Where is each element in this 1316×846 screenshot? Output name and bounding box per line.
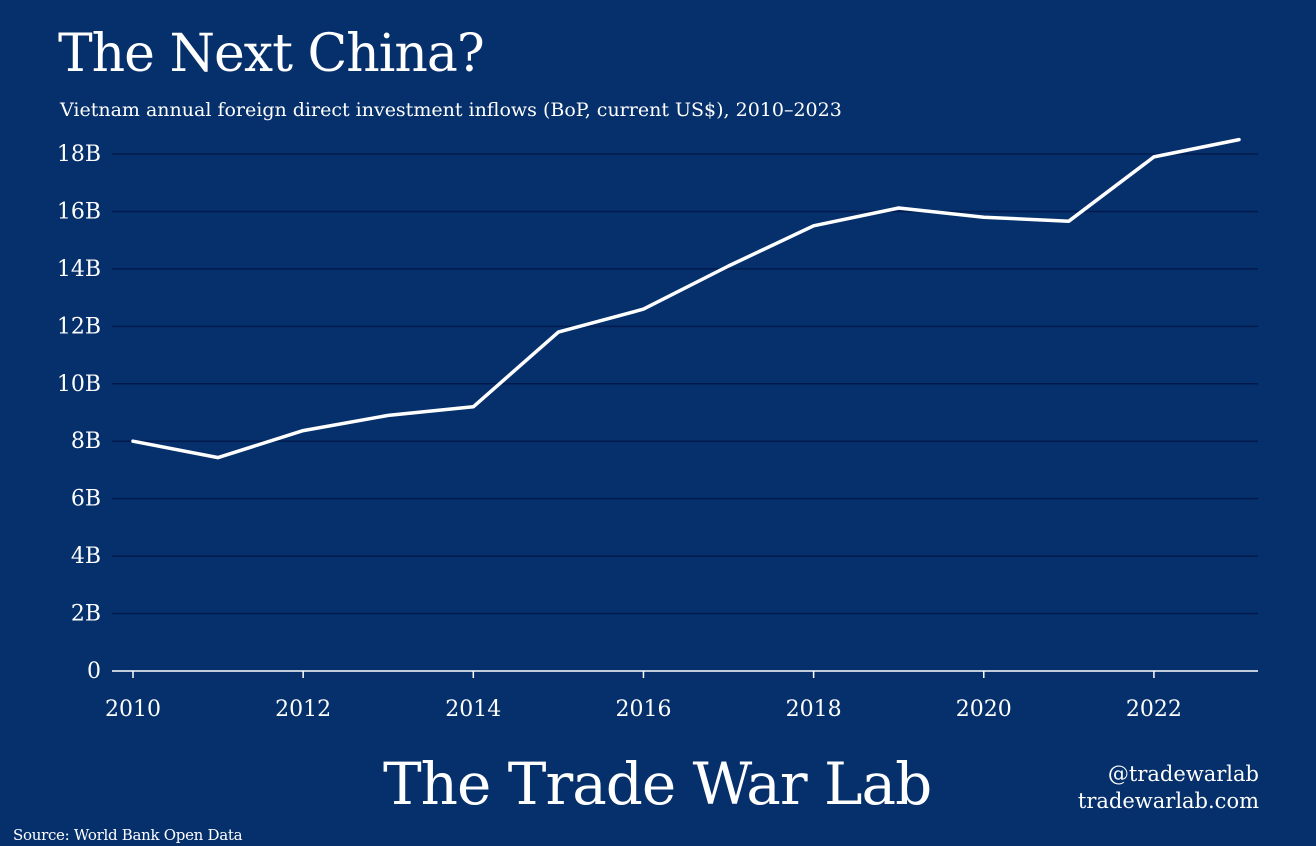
website-url: tradewarlab.com xyxy=(1077,789,1259,813)
y-tick-label: 0 xyxy=(87,659,101,684)
x-tick-label: 2012 xyxy=(275,697,331,722)
y-tick-label: 6B xyxy=(71,487,101,512)
y-tick-label: 10B xyxy=(57,372,101,397)
gridlines xyxy=(112,153,1258,615)
x-tick-label: 2022 xyxy=(1126,697,1182,722)
brand-logo-text: The Trade War Lab xyxy=(383,750,932,818)
x-tick-label: 2020 xyxy=(956,697,1012,722)
series-line-fdi xyxy=(131,137,1241,460)
x-axis-labels: 2010 2012 2014 2016 2018 2020 2022 xyxy=(105,697,1182,722)
y-tick-label: 12B xyxy=(57,314,101,339)
y-tick-label: 18B xyxy=(57,142,101,167)
social-handle: @tradewarlab xyxy=(1107,762,1259,786)
y-tick-label: 2B xyxy=(71,602,101,627)
x-axis xyxy=(112,670,1258,678)
chart-subtitle: Vietnam annual foreign direct investment… xyxy=(60,99,842,121)
x-tick-label: 2018 xyxy=(786,697,842,722)
y-tick-label: 8B xyxy=(71,429,101,454)
series-layer xyxy=(131,137,1241,460)
y-tick-label: 14B xyxy=(57,257,101,282)
y-tick-label: 4B xyxy=(71,544,101,569)
x-tick-label: 2014 xyxy=(445,697,501,722)
x-tick-label: 2016 xyxy=(615,697,671,722)
source-note: Source: World Bank Open Data xyxy=(13,826,243,844)
y-tick-label: 16B xyxy=(57,199,101,224)
chart-title: The Next China? xyxy=(58,24,485,84)
y-axis-labels: 0 2B 4B 6B 8B 10B 12B 14B 16B 18B xyxy=(57,142,101,684)
x-tick-label: 2010 xyxy=(105,697,161,722)
